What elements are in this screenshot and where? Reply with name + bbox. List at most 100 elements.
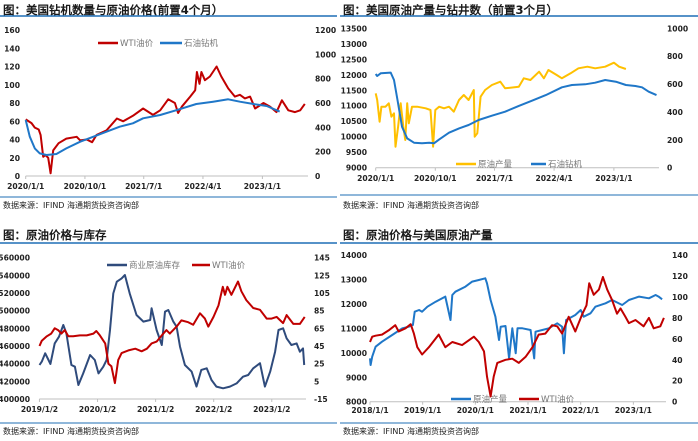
- source-note: 数据来源：IFIND 海通期货投资咨询部: [3, 426, 139, 436]
- left-axis-tick-label: 500000: [0, 307, 30, 316]
- left-axis-tick-label: 400000: [0, 395, 30, 404]
- x-axis-tick-label: 2023/1/1: [595, 174, 632, 183]
- right-axis-tick-label: 1200: [315, 26, 336, 35]
- right-axis-tick-label: 5: [314, 377, 319, 386]
- left-axis-tick-label: 0: [15, 172, 20, 181]
- legend-label: 石油钻机: [184, 38, 219, 49]
- x-axis-tick-label: 2018/1/1: [351, 406, 388, 415]
- right-axis-tick-label: 0: [315, 172, 320, 181]
- left-axis-tick-label: 11000: [341, 324, 367, 333]
- legend-label: 原油产量: [473, 394, 508, 405]
- right-axis-tick-label: 0: [672, 398, 677, 407]
- left-axis-tick-label: 60: [9, 117, 20, 126]
- series-line-2: [374, 71, 657, 145]
- source-note: 数据来源：IFIND 海通期货投资咨询部: [3, 200, 139, 210]
- left-axis-tick-label: 140: [4, 44, 20, 53]
- right-axis-tick-label: 200: [315, 148, 331, 157]
- left-axis-tick-label: 40: [9, 136, 20, 145]
- right-axis-tick-label: 80: [672, 314, 683, 323]
- right-axis-tick-label: 60: [672, 335, 683, 344]
- left-axis-tick-label: 12000: [341, 300, 367, 309]
- right-axis-tick-label: 85: [314, 307, 325, 316]
- right-axis-tick-label: 140: [672, 251, 688, 260]
- left-axis-tick-label: 8000: [346, 398, 367, 407]
- legend-label: WTI油价: [120, 38, 154, 49]
- x-axis-tick-label: 2020/10/1: [414, 174, 457, 183]
- right-axis-tick-label: 0: [667, 164, 672, 173]
- x-axis-tick-label: 2022/4/1: [184, 182, 221, 191]
- left-axis-tick-label: 120: [4, 63, 20, 72]
- x-axis-tick-label: 2019/1/1: [404, 406, 441, 415]
- right-axis-tick-label: 600: [315, 99, 331, 108]
- series-line-2: [24, 98, 281, 156]
- x-axis-tick-label: 2023/1/2: [253, 405, 290, 414]
- left-axis-tick-label: 540000: [0, 271, 30, 280]
- x-axis-tick-label: 2021/7/1: [476, 174, 513, 183]
- x-axis-tick-label: 2021/7/1: [125, 182, 162, 191]
- left-axis-tick-label: 11000: [341, 102, 367, 111]
- right-axis-tick-label: 600: [667, 80, 683, 89]
- x-axis-tick-label: 2020/10/1: [64, 182, 107, 191]
- left-axis-tick-label: 440000: [0, 360, 30, 369]
- legend-label: 商业原油库存: [129, 260, 181, 271]
- left-axis-tick-label: 13000: [341, 275, 367, 284]
- chart-panel: 图：美国原油产量与钻井数（前置3个月） 数据来源：IFIND 海通期货投资咨询部 9…: [340, 3, 698, 210]
- x-axis-tick-label: 2021/1/1: [509, 406, 546, 415]
- left-axis-tick-label: 14000: [341, 251, 367, 260]
- right-axis-tick-label: 1000: [667, 24, 688, 33]
- left-axis-tick-label: 80: [9, 99, 20, 108]
- right-axis-tick-label: 20: [672, 377, 683, 386]
- left-axis-tick-label: 12500: [341, 55, 367, 64]
- chart-title: 图：原油价格与美国原油产量: [343, 228, 493, 242]
- chart-panel: 图：美国钻机数量与原油价格(前置4个月） 数据来源：IFIND 海通期货投资咨询部…: [0, 3, 337, 210]
- x-axis-tick-label: 2019/1/2: [21, 405, 58, 414]
- legend-label: 石油钻机: [548, 159, 583, 170]
- series-line-1: [25, 65, 306, 175]
- series-line-2: [38, 280, 306, 385]
- right-axis-tick-label: 400: [315, 123, 331, 132]
- left-axis-tick-label: 13000: [341, 40, 367, 49]
- left-axis-tick-label: 560000: [0, 254, 30, 263]
- right-axis-tick-label: 40: [672, 356, 683, 365]
- x-axis-tick-label: 2022/1/1: [562, 406, 599, 415]
- right-axis-tick-label: 100: [672, 293, 688, 302]
- series-line-1: [374, 61, 627, 148]
- x-axis-tick-label: 2023/1/1: [244, 182, 281, 191]
- x-axis-tick-label: 2020/1/1: [457, 406, 494, 415]
- source-note: 数据来源：IFIND 海通期货投资咨询部: [343, 426, 479, 436]
- left-axis-tick-label: 10000: [341, 133, 367, 142]
- left-axis-tick-label: 420000: [0, 377, 30, 386]
- left-axis-tick-label: 12000: [341, 71, 367, 80]
- x-axis-tick-label: 2021/1/2: [137, 405, 174, 414]
- left-axis-tick-label: 13500: [341, 24, 367, 33]
- x-axis-tick-label: 2020/1/1: [7, 182, 44, 191]
- left-axis-tick-label: 100: [4, 81, 20, 90]
- left-axis-tick-label: 9000: [346, 373, 367, 382]
- chart-title: 图：美国钻机数量与原油价格(前置4个月）: [3, 3, 223, 17]
- series-line-2: [369, 276, 665, 398]
- chart-title: 图：美国原油产量与钻井数（前置3个月）: [343, 3, 558, 17]
- left-axis-tick-label: 9000: [346, 164, 367, 173]
- right-axis-tick-label: 400: [667, 108, 683, 117]
- source-note: 数据来源：IFIND 海通期货投资咨询部: [343, 200, 479, 210]
- legend-label: 原油产量: [478, 159, 513, 170]
- left-axis-tick-label: 9500: [346, 148, 367, 157]
- x-axis-tick-label: 2020/1/2: [79, 405, 116, 414]
- left-axis-tick-label: 10500: [341, 117, 367, 126]
- right-axis-tick-label: 800: [667, 52, 683, 61]
- x-axis-tick-label: 2022/1/2: [195, 405, 232, 414]
- series-line-1: [38, 274, 306, 390]
- left-axis-tick-label: 10000: [341, 349, 367, 358]
- right-axis-tick-label: 25: [314, 360, 325, 369]
- right-axis-tick-label: 105: [314, 289, 330, 298]
- left-axis-tick-label: 520000: [0, 289, 30, 298]
- series-line-1: [369, 277, 663, 366]
- right-axis-tick-label: 800: [315, 75, 331, 84]
- right-axis-tick-label: 125: [314, 271, 330, 280]
- left-axis-tick-label: 460000: [0, 342, 30, 351]
- right-axis-tick-label: 45: [314, 342, 325, 351]
- x-axis-tick-label: 2022/4/1: [535, 174, 572, 183]
